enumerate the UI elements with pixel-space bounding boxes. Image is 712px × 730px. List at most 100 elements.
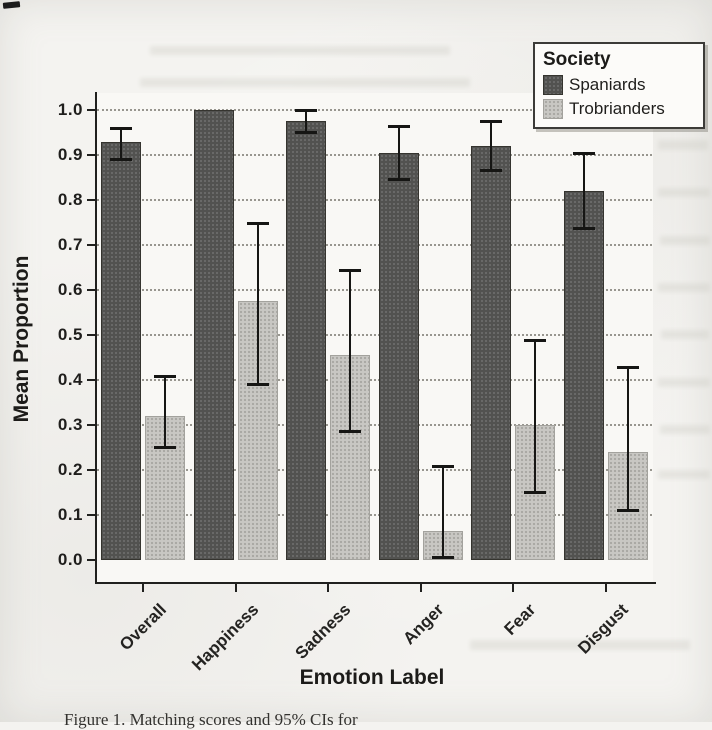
gridline (97, 109, 652, 111)
y-axis-tick (87, 559, 95, 561)
y-tick-label: 0.3 (57, 415, 83, 434)
gridline (97, 379, 652, 381)
gridline (97, 154, 652, 156)
bleed-through-artifact (658, 283, 710, 292)
y-tick-label: 0.2 (57, 460, 83, 479)
x-axis-tick (327, 584, 330, 592)
bar-spaniards-anger (378, 152, 419, 560)
error-bar-cap-top (616, 365, 639, 369)
y-axis-tick (87, 289, 95, 291)
legend-item-trobrianders: Trobrianders (543, 99, 695, 119)
x-axis-tick (512, 584, 515, 592)
error-bar-cap-bottom (524, 490, 547, 494)
error-bar-line (626, 366, 629, 511)
x-category-label: Sadness (291, 600, 355, 663)
error-bar-cap-bottom (154, 445, 177, 449)
y-tick-label: 0.8 (57, 190, 83, 209)
legend-title: Society (543, 49, 611, 70)
y-axis-tick (87, 244, 95, 246)
x-axis-tick (142, 584, 145, 592)
bleed-through-artifact (470, 640, 690, 650)
error-bar-cap-top (295, 109, 318, 112)
bleed-through-artifact (658, 470, 710, 479)
error-bar-cap-top (246, 221, 269, 225)
error-bar-cap-bottom (110, 157, 133, 161)
y-tick-label: 0.5 (57, 325, 83, 344)
bar-spaniards-sadness (286, 121, 327, 560)
x-axis-title: Emotion Label (299, 666, 445, 689)
error-bar-cap-bottom (387, 177, 410, 181)
bleed-through-artifact (658, 188, 710, 197)
error-bar-line (305, 110, 308, 133)
y-axis-title: Mean Proportion (10, 255, 33, 423)
error-bar-cap-top (431, 464, 454, 468)
error-bar-line (120, 128, 123, 160)
error-bar-line (397, 125, 400, 180)
error-bar-cap-bottom (572, 227, 595, 231)
scan-mark (2, 1, 21, 9)
bleed-through-artifact (660, 425, 710, 434)
bleed-through-artifact (140, 78, 470, 87)
x-axis-line (95, 582, 656, 584)
bleed-through-artifact (658, 378, 710, 387)
error-bar-cap-bottom (339, 429, 362, 433)
error-bar-cap-bottom (246, 382, 269, 386)
gridline (97, 469, 652, 471)
x-axis-tick (604, 584, 607, 592)
error-bar-line (582, 152, 585, 230)
error-bar-cap-bottom (431, 555, 454, 559)
gridline (97, 514, 652, 516)
error-bar-line (534, 339, 537, 493)
error-bar-cap-top (524, 338, 547, 342)
y-axis-tick (87, 424, 95, 426)
plot-background (97, 93, 653, 582)
bar-spaniards-happiness (193, 110, 234, 560)
spaniards-swatch (543, 75, 563, 95)
gridline (97, 289, 652, 291)
y-axis-tick (87, 334, 95, 336)
legend-label-spaniards: Spaniards (569, 75, 646, 94)
bar-spaniards-overall (101, 141, 142, 560)
error-bar-line (164, 375, 167, 448)
y-tick-label: 0.6 (57, 280, 83, 299)
error-bar-cap-top (572, 151, 595, 155)
x-category-label: Fear (500, 600, 540, 639)
y-axis-tick (87, 109, 95, 111)
error-bar-line (256, 222, 259, 385)
y-tick-label: 0.4 (57, 370, 83, 389)
error-bar-line (349, 269, 352, 432)
bar-spaniards-disgust (563, 191, 604, 560)
bar-spaniards-fear (471, 146, 512, 560)
bleed-through-artifact (150, 46, 450, 55)
x-category-label: Overall (115, 600, 170, 655)
y-tick-label: 0.7 (57, 235, 83, 254)
bleed-through-artifact (660, 236, 710, 245)
y-axis-tick (87, 154, 95, 156)
gridline (97, 199, 652, 201)
x-axis-tick (234, 584, 237, 592)
error-bar-line (490, 121, 493, 171)
x-category-label: Happiness (187, 600, 263, 675)
error-bar-cap-bottom (295, 130, 318, 134)
y-tick-label: 0.0 (57, 550, 83, 569)
x-axis-tick (419, 584, 422, 592)
y-tick-label: 0.1 (57, 505, 83, 524)
error-bar-cap-top (154, 374, 177, 378)
gridline (97, 424, 652, 426)
y-axis-tick (87, 469, 95, 471)
trobrianders-swatch (543, 99, 563, 119)
y-axis-line (95, 92, 97, 584)
bleed-through-artifact (658, 140, 708, 150)
figure-caption: Figure 1. Matching scores and 95% CIs fo… (64, 710, 358, 729)
y-axis-tick (87, 379, 95, 381)
error-bar-cap-bottom (480, 168, 503, 172)
legend-item-spaniards: Spaniards (543, 75, 695, 95)
gridline (97, 244, 652, 246)
error-bar-cap-top (339, 268, 362, 272)
error-bar-line (441, 465, 444, 558)
error-bar-cap-bottom (616, 508, 639, 512)
x-category-label: Anger (399, 600, 448, 649)
y-axis-tick (87, 514, 95, 516)
error-bar-cap-top (480, 120, 503, 124)
